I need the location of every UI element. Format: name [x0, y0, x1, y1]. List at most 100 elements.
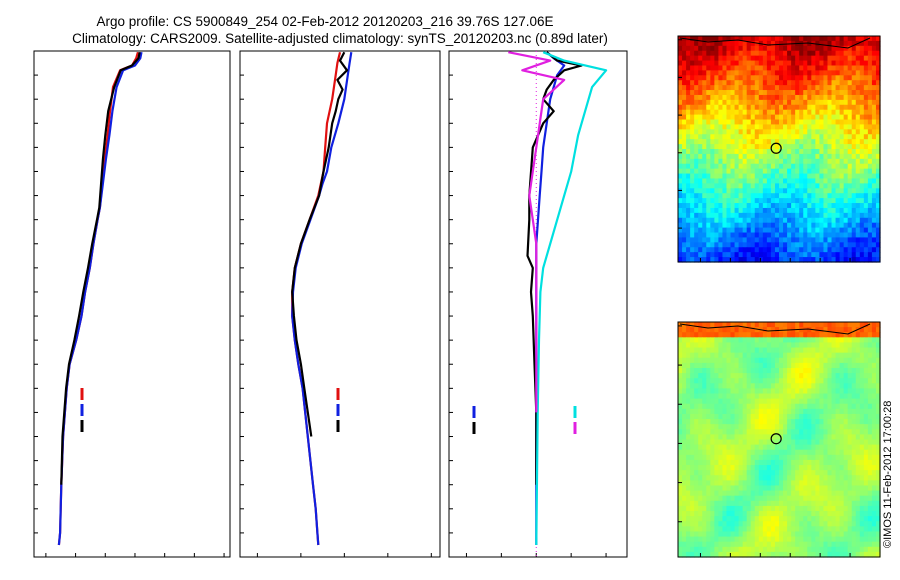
- map-cell: [718, 119, 724, 126]
- map-cell: [706, 342, 711, 349]
- map-cell: [730, 104, 736, 111]
- map-cell: [734, 247, 740, 253]
- map-cell: [863, 94, 869, 101]
- map-cell: [787, 257, 792, 263]
- map-cell: [839, 94, 845, 101]
- map-cell: [835, 500, 841, 507]
- map-cell: [682, 546, 687, 553]
- map-cell: [734, 398, 740, 405]
- map-cell: [730, 500, 736, 507]
- map-cell: [698, 183, 703, 189]
- map-cell: [859, 434, 865, 441]
- map-cell: [791, 90, 796, 96]
- map-cell: [726, 149, 732, 155]
- map-cell: [791, 429, 796, 435]
- map-cell: [766, 454, 772, 461]
- map-cell: [779, 541, 784, 548]
- map-cell: [742, 362, 748, 369]
- map-cell: [831, 413, 837, 420]
- map-cell: [783, 459, 788, 466]
- map-cell: [827, 367, 833, 374]
- map-cell: [815, 70, 820, 76]
- map-cell: [742, 439, 748, 446]
- map-cell: [871, 217, 877, 224]
- map-cell: [690, 490, 695, 497]
- map-cell: [875, 65, 881, 71]
- map-cell: [682, 168, 687, 175]
- map-cell: [770, 495, 776, 502]
- map-cell: [758, 434, 764, 441]
- map-cell: [698, 485, 703, 492]
- map-cell: [770, 408, 776, 415]
- map-cell: [835, 398, 841, 405]
- map-cell: [855, 212, 861, 219]
- map-cell: [823, 393, 829, 400]
- map-cell: [867, 114, 873, 121]
- map-cell: [710, 398, 715, 405]
- map-cell: [750, 459, 756, 466]
- map-cell: [819, 449, 825, 456]
- map-cell: [795, 70, 800, 76]
- map-cell: [839, 388, 845, 395]
- map-cell: [791, 198, 796, 204]
- map-cell: [859, 247, 865, 253]
- map-cell: [843, 398, 849, 405]
- map-cell: [770, 158, 776, 165]
- map-cell: [823, 183, 829, 189]
- map-cell: [750, 119, 756, 126]
- map-cell: [787, 90, 792, 96]
- map-cell: [730, 434, 736, 441]
- map-cell: [702, 511, 707, 517]
- map-cell: [783, 36, 788, 42]
- map-cell: [722, 104, 728, 111]
- map-cell: [722, 408, 728, 415]
- map-cell: [694, 36, 699, 42]
- map-cell: [791, 193, 796, 199]
- map-cell: [867, 419, 873, 425]
- map-cell: [686, 94, 691, 101]
- map-cell: [799, 516, 804, 522]
- map-cell: [815, 465, 820, 471]
- map-cell: [839, 193, 845, 199]
- map-cell: [738, 342, 744, 349]
- map-cell: [686, 546, 691, 553]
- map-cell: [686, 168, 691, 175]
- map-cell: [718, 490, 724, 497]
- map-cell: [750, 367, 756, 374]
- map-cell: [803, 36, 808, 42]
- map-cell: [754, 403, 760, 410]
- map-cell: [783, 485, 788, 492]
- map-cell: [706, 551, 711, 558]
- map-cell: [682, 551, 687, 558]
- map-cell: [843, 490, 849, 497]
- map-cell: [875, 36, 881, 42]
- map-cell: [799, 149, 804, 155]
- map-cell: [783, 247, 788, 253]
- map-cell: [722, 134, 728, 140]
- map-cell: [811, 500, 816, 507]
- map-cell: [831, 480, 837, 487]
- map-cell: [754, 124, 760, 130]
- map-cell: [811, 342, 816, 349]
- map-cell: [678, 90, 683, 96]
- map-cell: [783, 490, 788, 497]
- map-cell: [863, 104, 869, 111]
- map-cell: [823, 465, 829, 471]
- map-cell: [827, 526, 833, 533]
- map-cell: [819, 168, 825, 175]
- map-cell: [762, 454, 768, 461]
- map-cell: [754, 144, 760, 150]
- map-cell: [859, 153, 865, 160]
- map-cell: [746, 193, 752, 199]
- map-cell: [783, 521, 788, 527]
- map-cell: [766, 60, 772, 67]
- map-cell: [835, 332, 841, 338]
- map-cell: [734, 144, 740, 150]
- map-cell: [823, 357, 829, 364]
- map-cell: [815, 516, 820, 522]
- map-cell: [871, 55, 877, 62]
- map-cell: [710, 413, 715, 420]
- map-cell: [859, 454, 865, 461]
- map-cell: [843, 55, 849, 62]
- map-frame: [677, 321, 881, 558]
